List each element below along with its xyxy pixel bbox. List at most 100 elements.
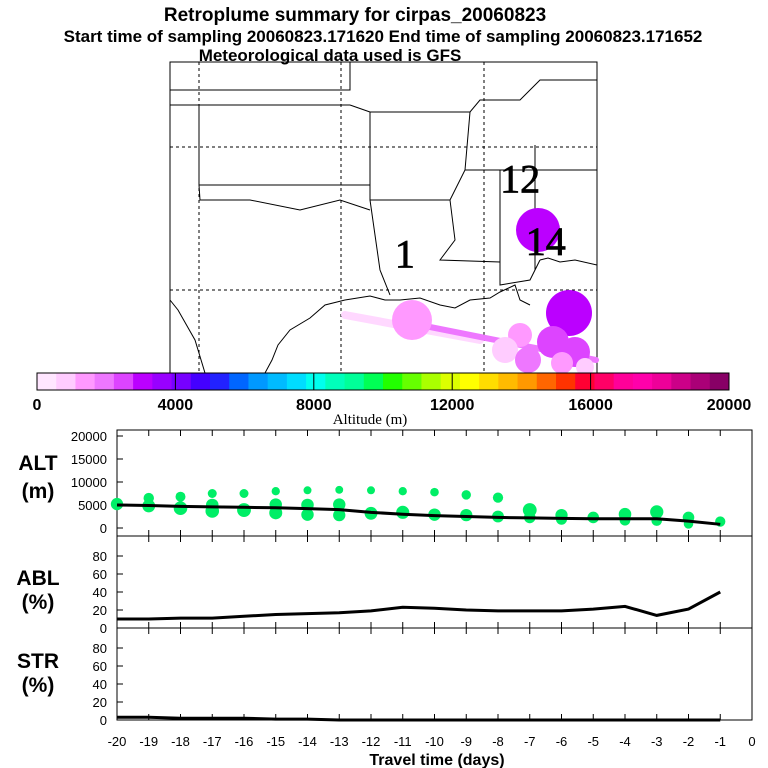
altitude-point	[651, 515, 663, 526]
y-tick-label: 40	[93, 677, 107, 692]
map-labels: 12 14 1	[394, 156, 566, 276]
map-day-label: 14	[526, 219, 566, 264]
y-tick-label: 40	[93, 585, 107, 600]
colorbar-swatch	[210, 373, 230, 390]
map-panel: 12 14 1	[169, 61, 599, 376]
x-tick-label: -5	[587, 734, 599, 749]
altitude-point	[173, 501, 188, 516]
altitude-point	[461, 490, 471, 500]
altitude-colorbar: 0 4000 8000 12000 16000 20000	[33, 372, 752, 414]
colorbar-swatch	[632, 373, 653, 390]
colorbar-swatch	[286, 373, 307, 390]
colorbar-tick-label: 20000	[707, 397, 752, 414]
panel-label: (m)	[22, 480, 55, 503]
x-tick-label: -10	[425, 734, 444, 749]
colorbar-swatch	[229, 373, 249, 390]
colorbar-swatch	[556, 373, 576, 390]
colorbar-tick-label: 0	[33, 397, 42, 414]
y-tick-label: 0	[100, 521, 107, 536]
altitude-point	[335, 485, 344, 494]
panel-label: ALT	[18, 452, 57, 475]
colorbar-swatch	[536, 373, 557, 390]
colorbar-swatch	[383, 373, 403, 390]
figure-title: Retroplume summary for cirpas_20060823	[164, 5, 546, 26]
colorbar-swatch	[248, 373, 269, 390]
panel-label: ABL	[16, 567, 59, 590]
x-tick-label: -6	[556, 734, 568, 749]
y-tick-label: 10000	[71, 475, 107, 490]
y-tick-label: 20	[93, 603, 107, 618]
colorbar-swatch	[709, 373, 730, 390]
y-tick-label: 60	[93, 567, 107, 582]
x-tick-label: -3	[651, 734, 663, 749]
colorbar-swatch	[306, 373, 326, 390]
x-tick-label: -16	[235, 734, 254, 749]
colorbar-swatch	[363, 373, 384, 390]
altitude-point	[175, 491, 186, 502]
panel-label: (%)	[22, 591, 55, 614]
colorbar-title: Altitude (m)	[333, 412, 408, 428]
x-tick-label: -8	[492, 734, 504, 749]
x-tick-label: -18	[171, 734, 190, 749]
colorbar-swatch	[171, 373, 192, 390]
time-series-panels: ALT(m)20000150001000050000ABL(%)80604020…	[16, 429, 755, 768]
colorbar-swatch	[113, 373, 134, 390]
colorbar-swatch	[517, 373, 538, 390]
altitude-point	[492, 492, 504, 503]
colorbar-swatch	[267, 373, 288, 390]
colorbar-swatch	[613, 373, 634, 390]
colorbar-swatch	[479, 373, 499, 390]
colorbar-swatch	[94, 373, 115, 390]
figure-subtitle: Start time of sampling 20060823.171620 E…	[64, 27, 703, 46]
met-data-label: Meteorological data used is GFS	[199, 46, 462, 65]
abl-line	[117, 590, 721, 621]
colorbar-swatch	[594, 373, 615, 390]
colorbar-swatch	[56, 373, 76, 390]
altitude-point	[398, 487, 407, 496]
x-tick-label: -9	[460, 734, 472, 749]
y-tick-label: 80	[93, 641, 107, 656]
y-tick-label: 0	[100, 621, 107, 636]
x-tick-label: -17	[203, 734, 222, 749]
colorbar-swatch	[421, 373, 442, 390]
y-tick-label: 20	[93, 695, 107, 710]
altitude-point	[333, 508, 346, 522]
x-tick-label: -20	[108, 734, 127, 749]
colorbar-tick-label: 4000	[158, 397, 194, 414]
x-tick-label: -7	[524, 734, 536, 749]
map-day-label: 1	[395, 231, 415, 276]
altitude-point	[301, 508, 314, 521]
x-tick-label: -12	[362, 734, 381, 749]
x-tick-label: -19	[139, 734, 158, 749]
colorbar-swatch	[325, 373, 346, 390]
altitude-point	[110, 497, 124, 511]
y-tick-label: 0	[100, 713, 107, 728]
colorbar-swatch	[344, 373, 365, 390]
x-tick-label: -13	[330, 734, 349, 749]
plume-trajectory	[341, 208, 599, 376]
colorbar-swatch	[75, 373, 96, 390]
colorbar-swatch	[575, 373, 595, 390]
x-tick-label: -1	[714, 734, 726, 749]
x-tick-label: -11	[394, 734, 412, 749]
colorbar-swatch	[671, 373, 692, 390]
altitude-point	[269, 506, 283, 520]
panel-label: STR	[17, 650, 59, 673]
altitude-point	[367, 486, 375, 495]
y-tick-label: 15000	[71, 452, 107, 467]
str-line	[117, 715, 721, 722]
y-tick-label: 80	[93, 549, 107, 564]
colorbar-swatch	[402, 373, 422, 390]
x-tick-label: -14	[298, 734, 317, 749]
colorbar-tick-label: 16000	[568, 397, 613, 414]
altitude-point	[396, 505, 410, 519]
y-tick-label: 60	[93, 659, 107, 674]
x-tick-label: -4	[619, 734, 631, 749]
altitude-point	[333, 498, 346, 511]
x-tick-label: 0	[748, 734, 755, 749]
colorbar-swatch	[652, 373, 672, 390]
x-axis-label: Travel time (days)	[369, 752, 504, 768]
map-borders	[170, 62, 597, 373]
altitude-point	[650, 505, 664, 519]
panel-label: (%)	[22, 674, 55, 697]
